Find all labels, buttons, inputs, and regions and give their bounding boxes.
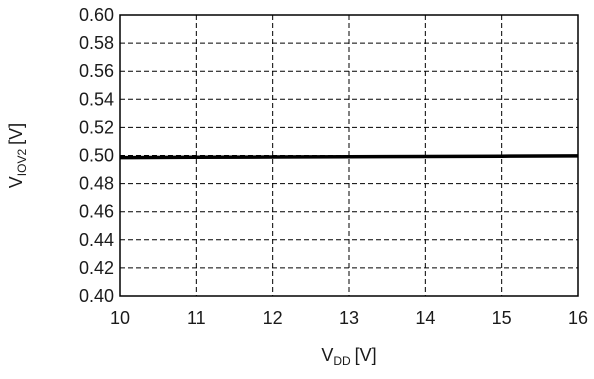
x-tick-label: 10: [110, 308, 130, 328]
y-tick-label: 0.46: [79, 202, 114, 222]
x-axis-title-unit: [V]: [355, 345, 377, 365]
x-tick-label: 14: [415, 308, 435, 328]
y-axis-title-subscript: IOV2: [15, 149, 29, 177]
y-tick-label: 0.50: [79, 146, 114, 166]
series-line: [119, 154, 579, 160]
y-tick-label: 0.42: [79, 258, 114, 278]
y-tick-label: 0.40: [79, 286, 114, 306]
x-axis-title-symbol: V: [321, 345, 333, 365]
tick-label-layer: 10 11 12 13 14 15 16 0.40 0.42 0.44 0.46 0.48 0.50 0.…: [79, 5, 588, 328]
series-layer: [119, 154, 579, 160]
x-axis-title: VDD [V]: [321, 345, 376, 368]
x-tick-label: 15: [492, 308, 512, 328]
y-tick-label: 0.58: [79, 33, 114, 53]
x-tick-label: 11: [187, 308, 206, 328]
y-axis-title-unit: [V]: [6, 123, 26, 145]
y-tick-label: 0.56: [79, 61, 114, 81]
y-tick-label: 0.44: [79, 230, 114, 250]
plot-frame: [119, 14, 579, 297]
x-tick-label: 13: [339, 308, 359, 328]
y-tick-label: 0.54: [79, 89, 114, 109]
x-tick-label: 16: [568, 308, 588, 328]
x-tick-label: 12: [263, 308, 283, 328]
x-axis-title-subscript: DD: [333, 354, 351, 368]
y-tick-label: 0.48: [79, 174, 114, 194]
y-axis-title: VIOV2 [V]: [6, 123, 29, 188]
y-axis-title-symbol: V: [6, 176, 26, 188]
y-tick-label: 0.52: [79, 117, 114, 137]
y-tick-label: 0.60: [79, 5, 114, 25]
